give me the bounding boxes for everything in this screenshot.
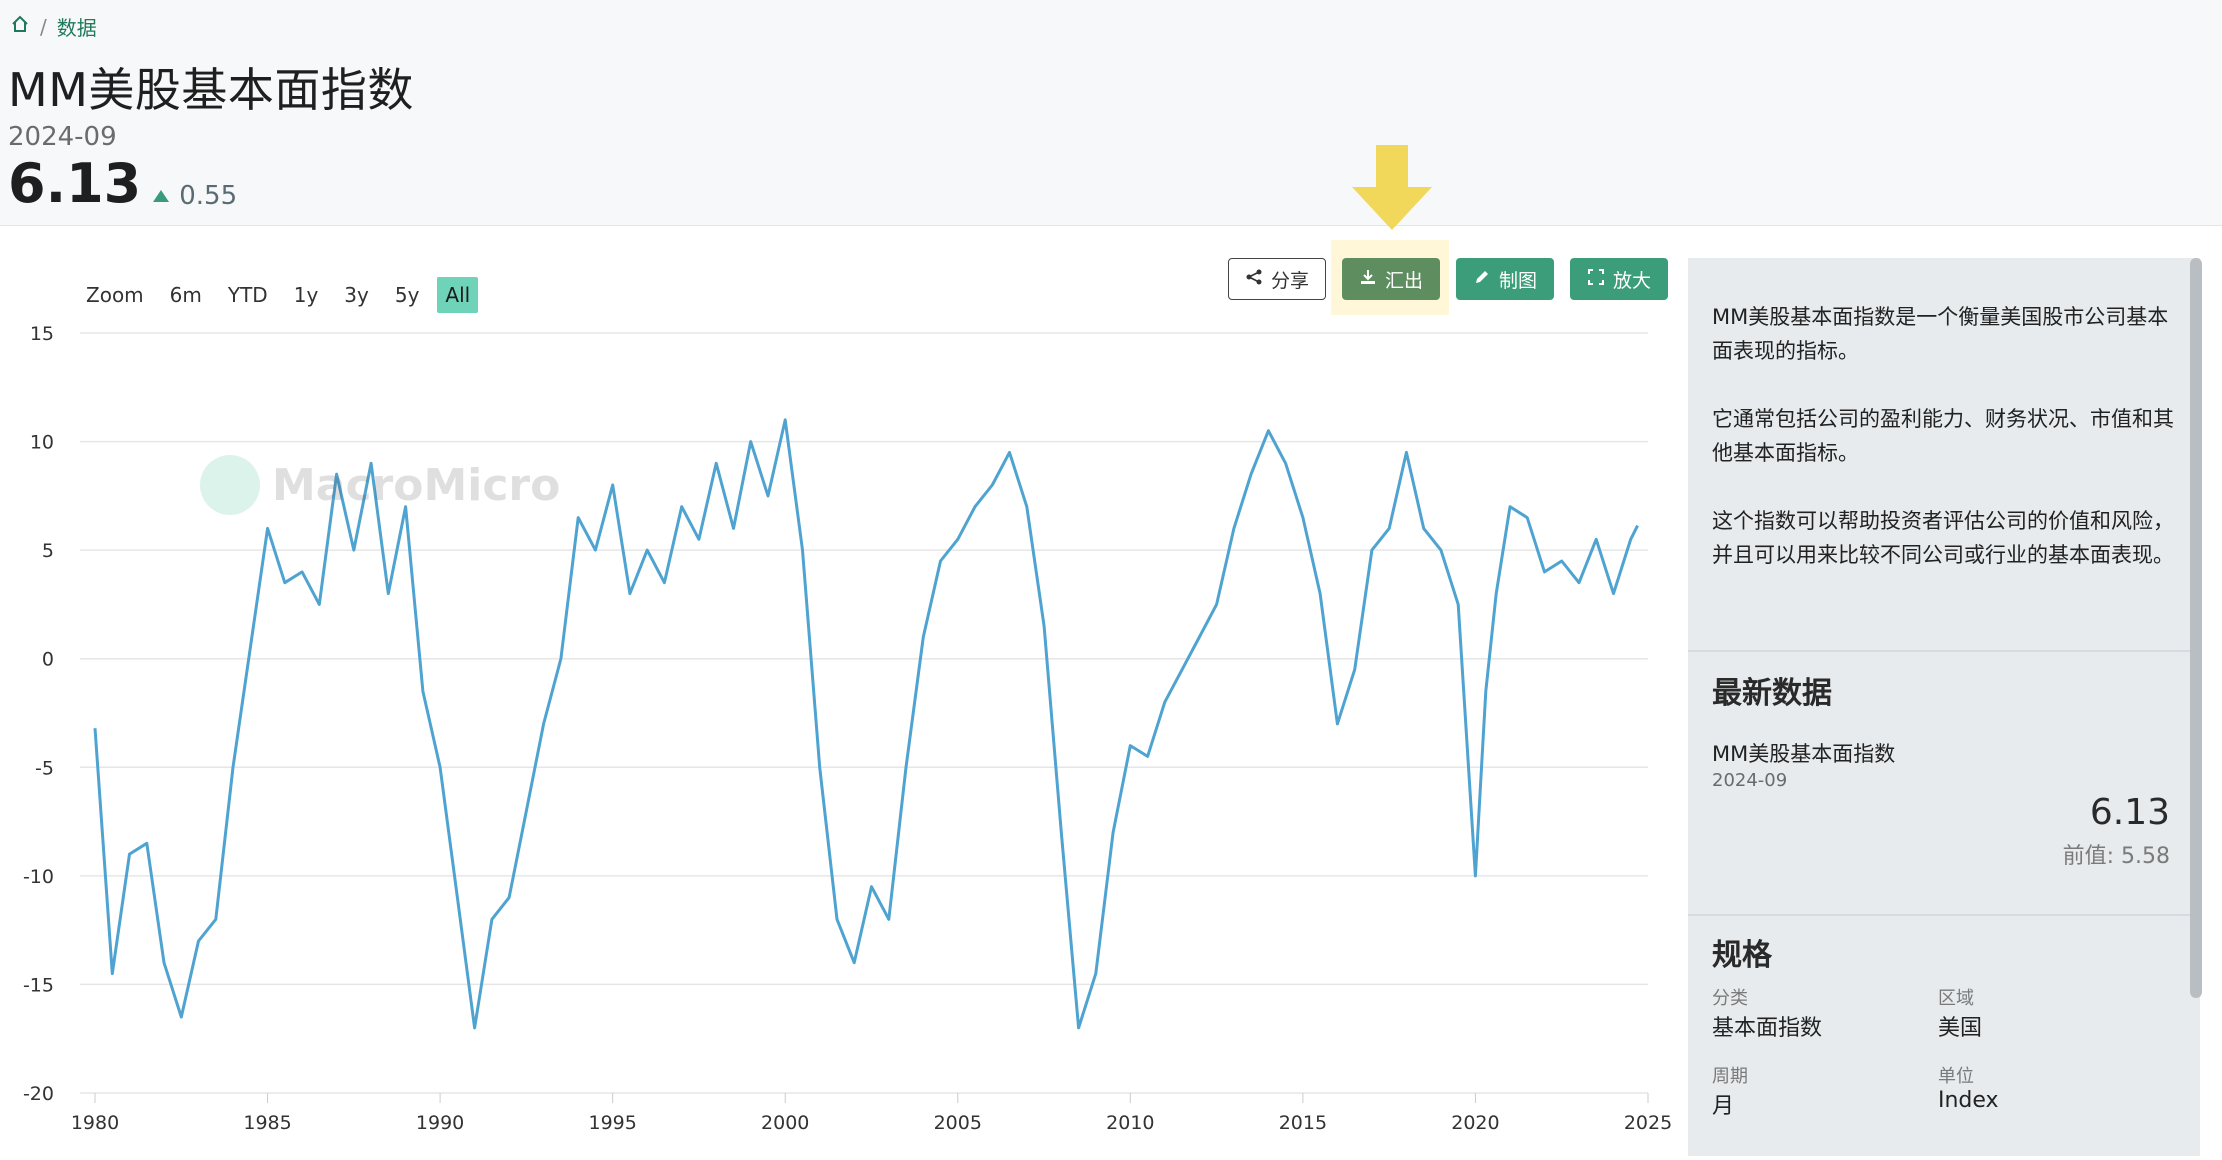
x-tick-label: 1980 (71, 1112, 119, 1134)
chart-toolbar: 分享 汇出 制图 放大 (1228, 258, 1668, 300)
y-tick-label: -20 (23, 1083, 54, 1105)
page-title: MM美股基本面指数 (8, 63, 414, 117)
home-icon[interactable] (10, 14, 30, 39)
prev-value: 5.58 (2121, 844, 2170, 869)
zoom-1y[interactable]: 1y (293, 283, 319, 307)
y-tick-label: -5 (35, 757, 54, 779)
latest-series-date: 2024-09 (1712, 770, 1788, 791)
spec-title: 规格 (1712, 938, 1772, 973)
period-label: 周期 (1712, 1066, 1748, 1087)
period-value: 月 (1712, 1094, 1735, 1119)
y-tick-label: 15 (30, 323, 54, 345)
draw-label: 制图 (1498, 269, 1537, 292)
line-chart[interactable]: 15 10 5 0 -5 -10 -15 -20 1980 1985 1990 1995 2000 200… (0, 228, 1680, 1156)
x-tick-label: 2010 (1106, 1112, 1154, 1134)
x-tick-label: 2015 (1279, 1112, 1327, 1134)
region-label: 区域 (1938, 988, 1974, 1009)
x-tick-label: 2000 (761, 1112, 809, 1134)
x-tick-label: 2025 (1624, 1112, 1672, 1134)
x-tick-label: 1990 (416, 1112, 464, 1134)
zoom-label: Zoom (86, 283, 144, 307)
prev-label: 前值: (2062, 844, 2115, 869)
latest-value: 6.13 (8, 152, 142, 215)
y-tick-label: 5 (42, 540, 54, 562)
unit-value: Index (1938, 1088, 1999, 1113)
desc-paragraph: 这个指数可以帮助投资者评估公司的价值和风险，并且可以用来比较不同公司或行业的基本… (1712, 509, 2174, 567)
x-tick-label: 1995 (588, 1112, 636, 1134)
share-button[interactable]: 分享 (1228, 258, 1326, 300)
zoom-all[interactable]: All (437, 277, 479, 313)
y-tick-label: -10 (23, 866, 54, 888)
breadcrumb-current[interactable]: 数据 (56, 16, 97, 40)
watermark-text: MacroMicro (272, 459, 561, 511)
latest-date: 2024-09 (8, 122, 117, 152)
series-line[interactable] (93, 418, 1639, 1030)
change-indicator: 0.55 (153, 181, 237, 211)
watermark: MacroMicro (200, 455, 560, 515)
value-row: 6.13 0.55 (8, 152, 237, 215)
y-tick-label: 10 (30, 432, 54, 454)
region-value: 美国 (1938, 1016, 1983, 1041)
sidebar-scrollbar[interactable] (2190, 258, 2202, 998)
info-sidebar: MM美股基本面指数是一个衡量美国股市公司基本面表现的指标。 它通常包括公司的盈利… (1688, 258, 2200, 1156)
expand-button[interactable]: 放大 (1570, 258, 1668, 300)
pencil-icon (1473, 268, 1491, 291)
zoom-ytd[interactable]: YTD (227, 283, 268, 307)
category-label: 分类 (1712, 988, 1748, 1009)
divider (1688, 914, 2200, 916)
page-header: / 数据 MM美股基本面指数 2024-09 6.13 0.55 (0, 0, 2222, 226)
unit-label: 单位 (1938, 1066, 1974, 1087)
desc-paragraph: 它通常包括公司的盈利能力、财务状况、市值和其他基本面指标。 (1712, 407, 2174, 465)
watermark-logo-icon (200, 455, 260, 515)
desc-paragraph: MM美股基本面指数是一个衡量美国股市公司基本面表现的指标。 (1712, 305, 2169, 363)
divider (1688, 650, 2200, 652)
breadcrumb: / 数据 (10, 12, 97, 41)
expand-icon (1587, 268, 1605, 291)
share-label: 分享 (1271, 269, 1310, 292)
breadcrumb-separator: / (40, 14, 47, 39)
zoom-5y[interactable]: 5y (394, 283, 420, 307)
export-label: 汇出 (1384, 269, 1423, 292)
change-value: 0.55 (179, 181, 238, 211)
description: MM美股基本面指数是一个衡量美国股市公司基本面表现的指标。 它通常包括公司的盈利… (1712, 300, 2182, 606)
category-value: 基本面指数 (1712, 1016, 1823, 1041)
latest-series-value: 6.13 (2089, 792, 2170, 833)
y-tick-label: -15 (23, 974, 54, 996)
x-tick-label: 2005 (934, 1112, 982, 1134)
pointer-arrow-icon (1352, 145, 1432, 230)
previous-value-row: 前值: 5.58 (2063, 838, 2170, 870)
up-arrow-icon (153, 190, 170, 202)
zoom-controls: Zoom 6m YTD 1y 3y 5y All (78, 277, 479, 313)
zoom-6m[interactable]: 6m (169, 283, 202, 307)
y-tick-label: 0 (42, 649, 54, 671)
chart-area: 15 10 5 0 -5 -10 -15 -20 1980 1985 1990 1995 2000 200… (0, 228, 1680, 1156)
latest-series-name: MM美股基本面指数 (1712, 742, 1896, 766)
draw-button[interactable]: 制图 (1456, 258, 1554, 300)
export-button[interactable]: 汇出 (1342, 258, 1440, 300)
expand-label: 放大 (1612, 269, 1651, 292)
download-icon (1359, 268, 1377, 291)
latest-data-title: 最新数据 (1712, 676, 1832, 711)
share-icon (1245, 268, 1263, 291)
zoom-3y[interactable]: 3y (344, 283, 369, 307)
x-tick-label: 2020 (1451, 1112, 1499, 1134)
x-tick-label: 1985 (243, 1112, 291, 1134)
